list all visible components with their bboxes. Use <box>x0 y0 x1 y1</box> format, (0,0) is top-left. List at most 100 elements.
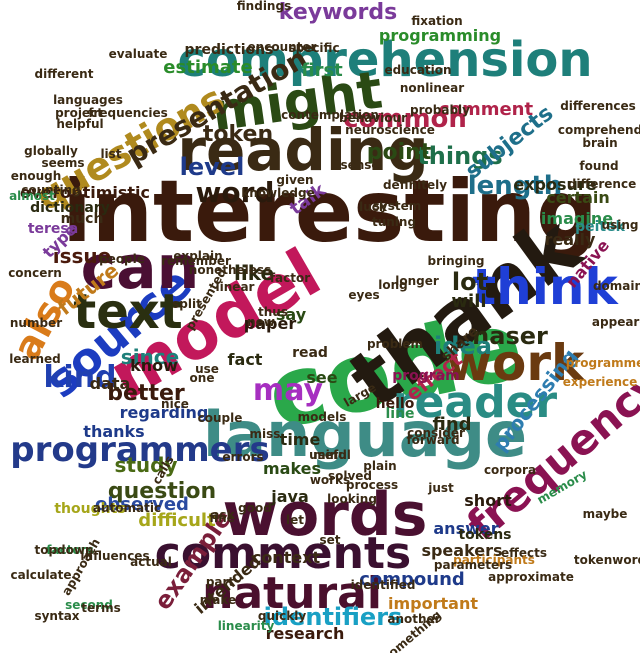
cloud-word: read <box>292 345 328 361</box>
cloud-word: certain <box>546 188 610 207</box>
cloud-word: behaviour <box>338 111 408 125</box>
cloud-word: reader <box>392 377 558 428</box>
cloud-word: project <box>55 106 103 120</box>
cloud-word: remember <box>161 254 231 268</box>
cloud-word: paper <box>243 314 297 333</box>
cloud-word: linear <box>215 280 255 294</box>
cloud-word: question <box>107 479 217 504</box>
cloud-word: things <box>417 142 503 170</box>
cloud-word: participants <box>453 553 535 567</box>
cloud-word: long <box>378 278 408 292</box>
cloud-word: good <box>238 501 272 515</box>
cloud-word: make <box>199 593 237 607</box>
cloud-word: probably <box>410 103 470 117</box>
cloud-word: quickly <box>257 609 307 623</box>
cloud-word: lot <box>451 268 489 296</box>
cloud-word: sense <box>340 158 380 172</box>
cloud-word: speakers <box>421 541 503 560</box>
cloud-word: point <box>366 140 432 165</box>
cloud-word: nice <box>161 397 189 411</box>
cloud-word: concern <box>8 266 62 280</box>
cloud-word: short <box>464 491 512 510</box>
cloud-word: language <box>202 398 528 471</box>
cloud-word: looking <box>327 492 377 506</box>
cloud-word: line <box>385 406 415 422</box>
cloud-word: consider <box>407 426 465 440</box>
cloud-word: idea <box>434 332 492 360</box>
cloud-word: programmer <box>565 356 640 370</box>
cloud-word: miss <box>249 427 281 441</box>
cloud-word: programming <box>378 26 502 45</box>
cloud-word: dictionary <box>30 200 110 216</box>
cloud-word: comments <box>154 528 412 579</box>
cloud-word: brain <box>582 136 618 150</box>
cloud-word: much <box>60 211 104 227</box>
cloud-word: natural <box>202 568 382 619</box>
cloud-word: topdown <box>34 543 94 557</box>
cloud-word: plain <box>363 459 397 473</box>
cloud-word: fact <box>227 350 263 369</box>
cloud-word: couple <box>197 411 243 425</box>
cloud-word: really <box>544 230 596 249</box>
cloud-word: answer <box>433 519 499 538</box>
cloud-word: compound <box>359 569 465 590</box>
cloud-word: list <box>100 147 122 161</box>
cloud-word: common <box>343 104 467 134</box>
cloud-word: people <box>99 252 145 266</box>
cloud-word: found <box>579 159 619 173</box>
cloud-word: automatic <box>92 501 162 515</box>
cloud-word: part <box>205 575 235 589</box>
cloud-word: token <box>202 122 274 147</box>
cloud-word: identified <box>350 578 416 592</box>
cloud-word: will <box>451 291 487 312</box>
cloud-word: new <box>247 315 275 329</box>
cloud-word: comprehend <box>557 123 640 137</box>
cloud-word: say <box>275 305 307 324</box>
cloud-word: let <box>286 513 304 527</box>
cloud-word: fine <box>209 511 235 525</box>
cloud-word: definitely <box>382 178 448 192</box>
cloud-word: thanks <box>83 422 145 441</box>
cloud-word: luck <box>359 200 387 214</box>
cloud-word: effects <box>501 546 547 560</box>
cloud-word: using <box>601 218 639 232</box>
cloud-word: tokens <box>458 527 512 543</box>
cloud-word: since <box>120 345 180 369</box>
cloud-word: counting <box>21 183 81 197</box>
cloud-word: can <box>80 233 200 303</box>
cloud-word: differences <box>560 99 636 113</box>
cloud-word: may <box>252 373 324 408</box>
cloud-word: context <box>251 548 321 567</box>
cloud-word: difficult <box>138 510 216 531</box>
cloud-word: reading <box>177 116 429 184</box>
cloud-word: education <box>384 63 452 77</box>
cloud-word: see <box>306 368 338 387</box>
cloud-word: almost <box>9 189 55 203</box>
cloud-word: like <box>233 261 275 285</box>
cloud-word: comment <box>438 99 534 120</box>
cloud-word: approximate <box>488 570 574 584</box>
cloud-word: research <box>265 624 345 643</box>
cloud-word: ask <box>211 508 235 522</box>
cloud-word: text <box>73 284 183 340</box>
cloud-word: domain <box>592 279 640 293</box>
cloud-word: different <box>34 67 94 81</box>
cloud-word: work <box>445 334 585 392</box>
cloud-word: observed <box>95 494 189 515</box>
cloud-word: forward <box>406 433 460 447</box>
cloud-word: nonetheless <box>188 263 272 277</box>
cloud-word: fixation <box>411 14 463 28</box>
cloud-word: terms <box>81 601 121 615</box>
cloud-word: nonlinear <box>399 81 465 95</box>
cloud-word: regarding <box>119 403 209 422</box>
cloud-word: appeared <box>591 315 640 329</box>
cloud-word: experience <box>562 375 638 389</box>
cloud-word: split <box>172 297 202 311</box>
cloud-word: predictions <box>184 42 274 58</box>
cloud-word: seems <box>41 156 85 170</box>
cloud-word: languages <box>53 93 123 107</box>
cloud-word: find <box>432 414 472 435</box>
cloud-word: issue <box>52 244 112 268</box>
cloud-word: programmers <box>10 430 270 470</box>
